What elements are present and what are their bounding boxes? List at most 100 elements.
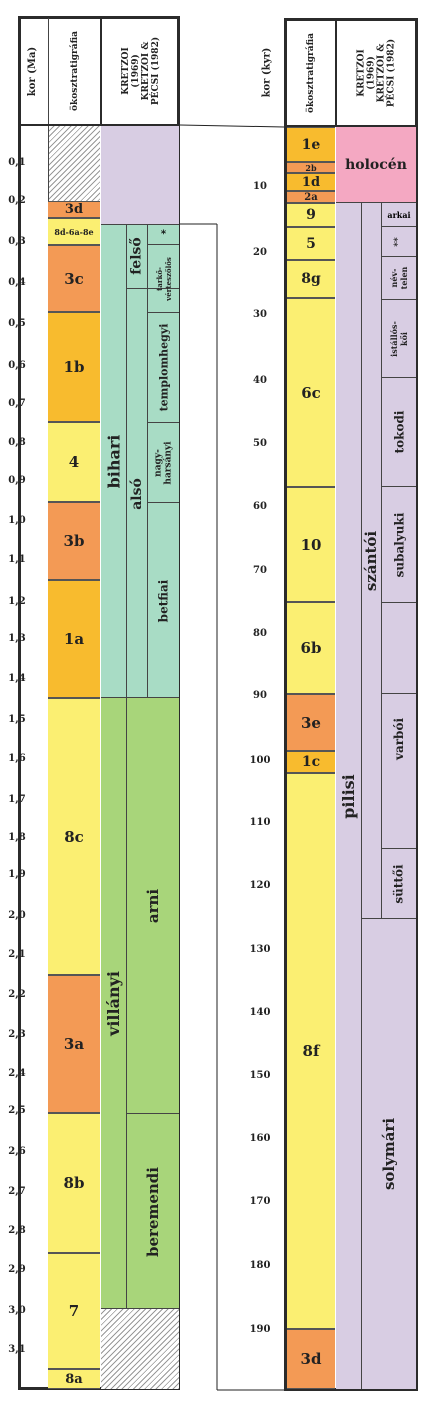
right-tick: 10 xyxy=(253,181,267,192)
right-tick: 130 xyxy=(249,944,271,955)
left-tick: 1,5 xyxy=(8,714,26,725)
left-header-divider xyxy=(18,124,180,126)
right-tick: 50 xyxy=(253,438,267,449)
left-tick: 0,7 xyxy=(8,398,26,409)
stage-arkai: arkai xyxy=(387,209,411,220)
eco-6b: 6b xyxy=(287,602,335,694)
left-tick: 2,5 xyxy=(8,1105,26,1116)
eco-3a: 3a xyxy=(48,975,100,1113)
eco-8a: 8a xyxy=(48,1369,100,1389)
left-tick: 0,1 xyxy=(8,157,26,168)
right-tick: 140 xyxy=(249,1007,271,1018)
eco-10: 10 xyxy=(287,487,335,602)
left-tick: 2,1 xyxy=(8,949,26,960)
bihari-block xyxy=(101,224,179,698)
eco-8d-6a-8e: 8d-6a-8e xyxy=(48,218,100,245)
eco-1e: 1e xyxy=(287,127,335,162)
stage-pilisi: pilisi xyxy=(339,773,359,819)
left-tick: 0,8 xyxy=(8,437,26,448)
left-tick: 1,1 xyxy=(8,554,26,565)
pilisi-divider xyxy=(361,203,362,1389)
stage-subalyuki: subalyuki xyxy=(392,512,406,577)
left-tick: 2,4 xyxy=(8,1068,26,1079)
right-tick: 160 xyxy=(249,1133,271,1144)
arni-bere-line xyxy=(126,1113,179,1114)
villanyi-divider xyxy=(126,698,127,1309)
left-tick: 1,3 xyxy=(8,633,26,644)
eco-3d-left: 3d xyxy=(48,201,100,218)
felso-divider xyxy=(147,224,148,698)
eco-3c: 3c xyxy=(48,245,100,312)
right-tick: 120 xyxy=(249,880,271,891)
left-tick: 0,2 xyxy=(8,195,26,206)
eco-1a: 1a xyxy=(48,580,100,698)
left-lilac-block xyxy=(101,126,179,224)
left-kretzoi-header: KRETZOI (1969) KRETZOI & PÉCSI (1982) xyxy=(100,18,180,124)
eco-8c: 8c xyxy=(48,698,100,975)
eco-8f: 8f xyxy=(287,773,335,1329)
left-tick: 3,0 xyxy=(8,1305,26,1316)
tarko-star-line xyxy=(147,244,179,245)
left-tick: 3,1 xyxy=(8,1344,26,1355)
right-tick: 20 xyxy=(253,247,267,258)
eco-1c: 1c xyxy=(287,751,335,773)
stage-solymari: solymári xyxy=(380,1117,398,1191)
left-tick: 2,9 xyxy=(8,1264,26,1275)
substage-lines xyxy=(382,203,416,918)
holocen-block xyxy=(336,127,416,203)
eco-1d: 1d xyxy=(287,173,335,191)
eco-8b: 8b xyxy=(48,1113,100,1253)
stage-tokodi: tokodi xyxy=(392,410,407,454)
right-tick: 150 xyxy=(249,1070,271,1081)
left-tick: 0,3 xyxy=(8,236,26,247)
stage-szantoi: szántói xyxy=(362,530,381,591)
left-tick: 2,8 xyxy=(8,1225,26,1236)
right-tick: 180 xyxy=(249,1260,271,1271)
left-tick: 0,4 xyxy=(8,277,26,288)
eco-8g: 8g xyxy=(287,260,335,298)
templom-line xyxy=(147,312,179,313)
right-tick: 100 xyxy=(249,755,271,766)
stage-suttoi: süttői xyxy=(392,863,407,904)
stage-holocen: holocén xyxy=(345,157,407,173)
left-tick: 1,9 xyxy=(8,869,26,880)
right-kretzoi-header: KRETZOI (1969) KRETZOI & PÉCSI (1982) xyxy=(335,20,416,125)
right-oko-header: ökosztratigráfia xyxy=(305,32,316,113)
right-tick: 70 xyxy=(253,565,267,576)
stage-nevtelen: név-telen xyxy=(389,266,409,290)
nagy-line xyxy=(147,422,179,423)
left-oko-header: ökosztratigráfia xyxy=(48,18,100,124)
stage-star: * xyxy=(160,228,167,240)
betfiai-line xyxy=(147,502,179,503)
villanyi-block xyxy=(101,698,179,1309)
right-header-divider xyxy=(284,125,418,127)
felso-alsoline xyxy=(126,288,179,289)
left-tick: 1,4 xyxy=(8,673,26,684)
right-tick: 170 xyxy=(249,1196,271,1207)
szantoi-divider xyxy=(381,203,382,918)
left-tick: 2,0 xyxy=(8,910,26,921)
right-tick: 110 xyxy=(249,817,271,828)
stage-varboi: varbói xyxy=(392,717,406,761)
left-hatch-bottom xyxy=(101,1309,179,1389)
left-tick: 1,7 xyxy=(8,794,26,805)
eco-2a: 2a xyxy=(287,191,335,203)
eco-2b: 2b xyxy=(287,162,335,173)
right-kor-header: kor (kyr) xyxy=(261,47,273,98)
stage-stars: ** xyxy=(393,236,404,247)
left-tick: 2,7 xyxy=(8,1186,26,1197)
left-tick: 0,9 xyxy=(8,475,26,486)
right-panel xyxy=(284,18,418,1391)
eco-6c: 6c xyxy=(287,298,335,487)
bihari-divider xyxy=(126,224,127,698)
right-tick: 30 xyxy=(253,309,267,320)
right-tick: 40 xyxy=(253,375,267,386)
left-tick: 0,6 xyxy=(8,360,26,371)
right-tick: 80 xyxy=(253,628,267,639)
eco-7: 7 xyxy=(48,1253,100,1369)
right-tick: 60 xyxy=(253,501,267,512)
right-tick: 190 xyxy=(249,1324,271,1335)
eco-5: 5 xyxy=(287,227,335,260)
left-tick: 1,8 xyxy=(8,832,26,843)
